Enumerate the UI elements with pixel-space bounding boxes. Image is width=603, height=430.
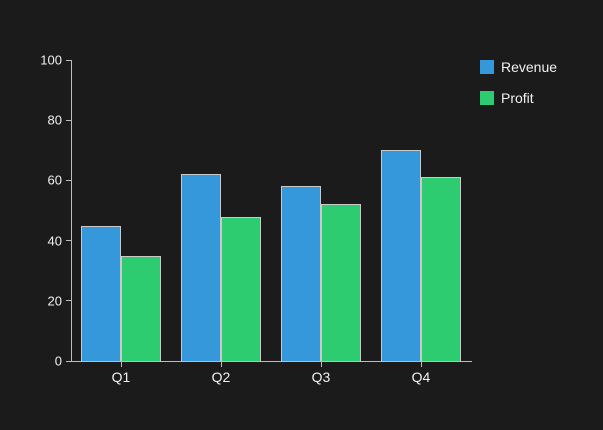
y-axis-tick-label: 20 bbox=[47, 293, 62, 309]
legend-item-profit: Profit bbox=[480, 89, 557, 106]
revenue-bar bbox=[181, 174, 221, 361]
x-axis-tick bbox=[321, 362, 322, 367]
revenue-bar bbox=[381, 150, 421, 361]
profit-bar bbox=[121, 255, 161, 361]
y-axis-tick bbox=[66, 240, 71, 242]
y-axis-tick bbox=[66, 119, 71, 121]
revenue-bar bbox=[81, 225, 121, 361]
x-axis-tick-label: Q3 bbox=[311, 369, 331, 385]
y-axis-tick bbox=[66, 360, 71, 362]
y-axis-tick bbox=[66, 179, 71, 181]
y-axis-tick-label: 60 bbox=[47, 172, 62, 188]
profit-bar bbox=[221, 216, 261, 361]
legend: Revenue Profit bbox=[480, 59, 557, 121]
x-axis-tick bbox=[121, 362, 122, 367]
plot-area: 0 20 40 60 80 100 Q1 Q2 Q3 Q4 bbox=[40, 53, 472, 385]
legend-item-revenue: Revenue bbox=[480, 58, 558, 75]
y-axis-tick-label: 0 bbox=[54, 353, 62, 369]
profit-bar bbox=[321, 204, 361, 361]
y-axis-tick bbox=[66, 59, 71, 61]
y-axis-tick-label: 80 bbox=[47, 112, 62, 128]
x-axis-tick bbox=[221, 362, 222, 367]
legend-label: Revenue bbox=[501, 58, 558, 75]
profit-bar bbox=[421, 177, 461, 361]
legend-swatch-icon bbox=[480, 90, 494, 105]
revenue-bar bbox=[281, 186, 321, 361]
x-axis-tick-label: Q4 bbox=[411, 369, 431, 385]
x-axis-tick-label: Q1 bbox=[111, 369, 131, 385]
y-axis-tick bbox=[66, 300, 71, 302]
y-axis-tick-label: 100 bbox=[40, 52, 62, 68]
x-axis-tick bbox=[421, 362, 422, 367]
legend-label: Profit bbox=[501, 89, 534, 106]
legend-swatch-icon bbox=[480, 59, 494, 74]
y-axis-tick-label: 40 bbox=[47, 233, 62, 249]
x-axis-tick-label: Q2 bbox=[211, 369, 231, 385]
